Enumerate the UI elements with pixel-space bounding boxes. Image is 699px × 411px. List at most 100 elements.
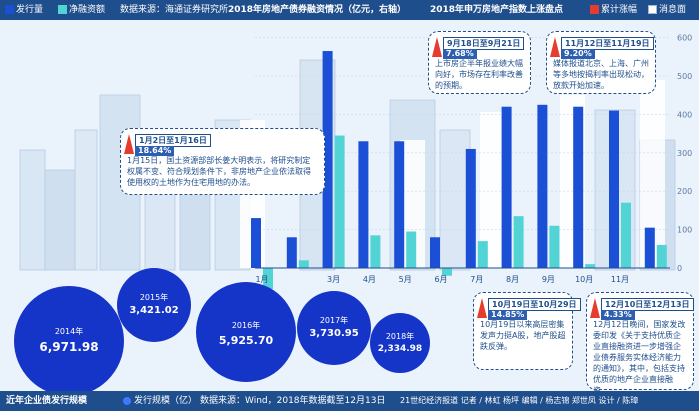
dip-areas	[240, 80, 665, 268]
callout-sep: 9月18日至9月21日 7.68% 上市房企半年报业绩大幅向好，市场存在利率改善…	[428, 31, 531, 94]
callout-percent: 4.33%	[601, 310, 635, 320]
callout-percent: 18.64%	[135, 146, 175, 156]
bubble-year: 2017年	[319, 316, 349, 325]
issuance-bar-5	[430, 237, 440, 268]
red-arrow-icon	[432, 37, 442, 57]
bubble-year: 2018年	[385, 332, 415, 341]
x-tick-label: 10月	[575, 275, 593, 284]
chart-title-left: 2018年房地产债券融资情况（亿元，右轴）	[228, 5, 407, 15]
legend-cum-gain: 累计涨幅	[601, 5, 638, 15]
x-tick-label: 1月	[255, 275, 268, 284]
x-tick-label: 4月	[363, 275, 376, 284]
y-tick-label: 200	[677, 187, 692, 196]
y-tick-label: 300	[677, 149, 692, 158]
net-financing-bar-4	[406, 231, 417, 268]
callout-percent: 9.20%	[561, 49, 595, 59]
net-financing-bar-0	[263, 268, 273, 290]
bubble-2017: 2017年 3,730.95	[297, 291, 371, 365]
callout-percent: 7.68%	[443, 49, 477, 59]
net-financing-bar-10	[621, 202, 631, 268]
red-arrow-icon	[550, 37, 560, 57]
callout-dec: 12月10日至12月13日 4.33% 12月12日晚间，国家发改委印发《关于支…	[586, 292, 694, 395]
net-financing-bar-8	[549, 225, 560, 268]
chart-title-right: 2018年申万房地产指数上涨盘点	[430, 5, 564, 15]
issuance-bar-1	[286, 237, 297, 268]
bubble-value: 3,421.02	[129, 305, 179, 316]
source-left: 数据来源：海通证券研究所	[120, 5, 229, 15]
legend-dip: 消息面	[659, 5, 687, 15]
red-arrow-icon	[590, 298, 600, 318]
x-tick-label: 11月	[611, 275, 629, 284]
issuance-bar-4	[394, 141, 405, 268]
issuance-bar-7	[501, 106, 512, 268]
issuance-swatch	[5, 5, 14, 14]
bubble-year: 2015年	[139, 293, 169, 302]
bubble-value: 6,971.98	[39, 340, 99, 354]
x-tick-label: 8月	[506, 275, 519, 284]
callout-text: 10月19日以来高层密集发声力挺A股，地产股超跌反弹。	[480, 320, 566, 351]
x-axis: 1月 3月 4月 5月 6月 7月 8月 9月 10月 11月	[255, 275, 629, 284]
issuance-bar-3	[358, 141, 369, 268]
net-financing-bar-2	[334, 135, 345, 268]
bubble-year: 2016年	[231, 321, 261, 330]
issuance-bar-9	[573, 106, 584, 268]
bottom-footer: 近年企业债发行规模 发行规模（亿） 数据来源：Wind，2018年数据截至12月…	[0, 391, 699, 411]
net-financing-bar-9	[585, 264, 596, 268]
bottom-source: 数据来源：Wind，2018年数据截至12月13日	[200, 396, 386, 406]
x-tick-label: 9月	[542, 275, 555, 284]
red-arrow-icon	[477, 298, 487, 318]
bottom-legend: 发行规模（亿）	[134, 396, 198, 406]
issuance-bar-11	[644, 227, 655, 268]
callout-date: 9月18日至9月21日	[443, 37, 525, 50]
issuance-bar-10	[609, 110, 619, 268]
callout-text: 1月15日，国土资源部部长姜大明表示，将研究制定权属不变、符合规划条件下，非房地…	[127, 156, 311, 187]
bubble-value: 2,334.98	[377, 344, 423, 354]
bubble-year: 2014年	[54, 327, 84, 336]
callout-date: 12月10日至12月13日	[601, 298, 694, 311]
bubble-2018: 2018年 2,334.98	[370, 313, 430, 373]
issuance-bar-8	[537, 104, 548, 268]
callout-text: 12月12日晚间，国家发改委印发《关于支持优质企业直接融资进一步增强企业债券服务…	[593, 320, 686, 395]
callout-nov: 11月12日至11月19日 9.20% 媒体报道北京、上海、广州等多地按揭利率出…	[546, 31, 656, 94]
bubble-value: 3,730.95	[309, 328, 359, 339]
issuance-bar-2	[322, 51, 333, 268]
callout-text: 媒体报道北京、上海、广州等多地按揭利率出现松动，放款开始加速。	[553, 59, 649, 90]
y-tick-label: 400	[677, 110, 692, 119]
bubble-2015: 2015年 3,421.02	[117, 268, 191, 342]
y-tick-label: 600	[677, 34, 692, 43]
dip-swatch	[648, 5, 657, 14]
callout-jan: 1月2日至1月16日 18.64% 1月15日，国土资源部部长姜大明表示，将研究…	[120, 128, 325, 195]
net-financing-bar-5	[442, 268, 452, 276]
bubble-2016: 2016年 5,925.70	[196, 282, 296, 382]
x-tick-label: 5月	[399, 275, 412, 284]
x-tick-label: 7月	[470, 275, 483, 284]
x-tick-label: 6月	[434, 275, 447, 284]
issuance-bar-0	[251, 218, 261, 268]
net-financing-bar-6	[477, 241, 488, 268]
x-tick-label: 3月	[327, 275, 340, 284]
y-tick-label: 500	[677, 72, 692, 81]
legend-net-financing: 净融资额	[69, 5, 106, 15]
callout-date: 11月12日至11月19日	[561, 37, 654, 50]
issuance-bar-6	[465, 148, 476, 268]
bubble-2014: 2014年 6,971.98	[14, 286, 124, 396]
net-financing-bar-1	[298, 260, 309, 268]
bubble-legend-dot	[123, 397, 131, 405]
y-tick-label: 0	[677, 264, 682, 273]
y-axis: 0 100 200 300 400 500 600	[677, 34, 692, 273]
credit-line: 21世纪经济报道 记者 / 林虹 杨坪 编辑 / 杨志锦 郑世凤 设计 / 陈璋	[400, 396, 639, 405]
red-arrow-icon	[124, 134, 134, 154]
top-header: 发行量 净融资额 数据来源：海通证券研究所 2018年房地产债券融资情况（亿元，…	[0, 0, 699, 20]
net-financing-bar-3	[370, 235, 381, 268]
callout-text: 上市房企半年报业绩大幅向好，市场存在利率改善的预期。	[435, 59, 523, 90]
bar-group	[251, 51, 667, 290]
legend-issuance: 发行量	[16, 5, 44, 15]
net-financing-bar-11	[656, 244, 667, 268]
callout-percent: 14.85%	[488, 310, 528, 320]
cum-gain-swatch	[590, 5, 599, 14]
net-financing-bar-7	[513, 216, 524, 268]
y-tick-label: 100	[677, 226, 692, 235]
bubble-value: 5,925.70	[218, 334, 274, 347]
